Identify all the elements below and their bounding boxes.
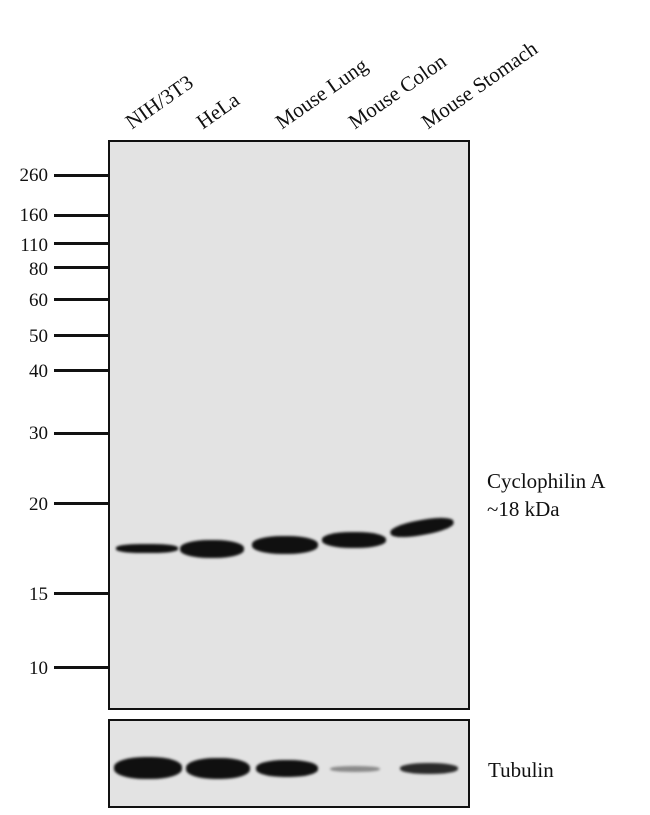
marker-label-20: 20: [29, 494, 48, 515]
marker-tick-60: [54, 298, 108, 301]
marker-tick-15: [54, 592, 108, 595]
tubulin-blot-panel: [108, 719, 470, 808]
marker-label-80: 80: [29, 259, 48, 280]
marker-tick-80: [54, 266, 108, 269]
marker-label-15: 15: [29, 584, 48, 605]
marker-label-260: 260: [19, 165, 49, 186]
lane-label-hela: HeLa: [191, 87, 244, 134]
marker-tick-110: [54, 242, 108, 245]
target-size: ~18 kDa: [487, 497, 560, 522]
main-blot-panel: [108, 140, 470, 710]
marker-tick-30: [54, 432, 108, 435]
marker-tick-20: [54, 502, 108, 505]
tubulin-band-mouse-lung: [256, 760, 318, 777]
tubulin-band-nih3t3: [114, 757, 182, 779]
band-mouse-colon: [322, 532, 386, 548]
marker-tick-10: [54, 666, 108, 669]
lane-label-nih3t3: NIH/3T3: [120, 69, 198, 134]
tubulin-band-hela: [186, 758, 250, 779]
marker-label-30: 30: [29, 423, 48, 444]
target-label: Cyclophilin A ~18 kDa: [487, 467, 605, 524]
marker-tick-50: [54, 334, 108, 337]
marker-tick-40: [54, 369, 108, 372]
target-name: Cyclophilin A: [487, 469, 606, 493]
band-hela: [180, 540, 244, 558]
marker-label-40: 40: [29, 361, 48, 382]
loading-control-label: Tubulin: [488, 758, 554, 782]
marker-label-10: 10: [29, 658, 48, 679]
marker-label-110: 110: [20, 235, 48, 256]
marker-label-160: 160: [19, 205, 49, 226]
band-mouse-stomach: [389, 514, 455, 541]
tubulin-band-mouse-stomach: [400, 763, 458, 774]
marker-tick-160: [54, 214, 108, 217]
marker-label-60: 60: [29, 290, 48, 311]
tubulin-band-mouse-colon: [330, 766, 380, 772]
band-nih3t3: [116, 544, 178, 553]
band-mouse-lung: [252, 536, 318, 554]
marker-label-50: 50: [29, 326, 48, 347]
marker-tick-260: [54, 174, 108, 177]
